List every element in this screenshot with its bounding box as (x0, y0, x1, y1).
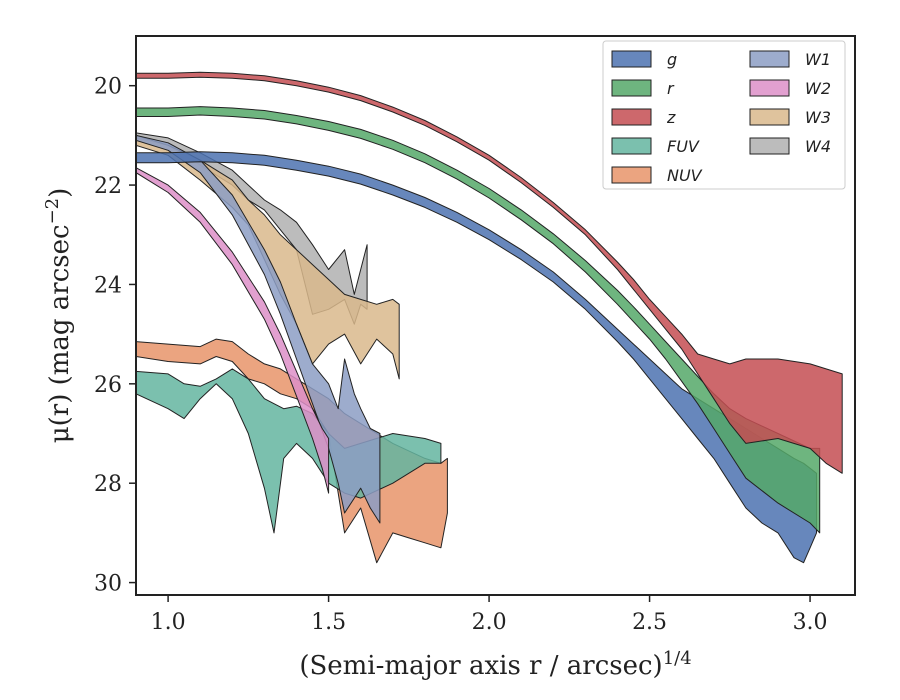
y-tick-label: 28 (94, 472, 122, 497)
band-w2 (136, 167, 330, 494)
y-tick-label: 30 (94, 572, 122, 597)
legend-item-w3: W3 (749, 108, 831, 127)
y-tick-label: 20 (94, 75, 122, 100)
band-z (136, 71, 843, 474)
legend-label: r (667, 79, 675, 98)
legend-item-w1: W1 (749, 50, 831, 69)
plot-frame (135, 35, 856, 596)
legend-swatch (749, 137, 790, 155)
axis-ticks: 1.0 1.5 2.0 2.5 3.0 20 22 24 26 28 30 (94, 75, 828, 635)
legend-item-nuv: NUV (611, 166, 703, 185)
legend-label: z (666, 108, 676, 127)
x-axis-label: (Semi-major axis r / arcsec)1/4 (299, 648, 691, 681)
legend-label: NUV (667, 166, 703, 185)
legend-swatch (611, 166, 652, 184)
legend-item-w2: W2 (749, 79, 831, 98)
legend: grz FUV NUV W1 W2 W3 W4 (602, 40, 846, 190)
legend-item-g: g (611, 50, 677, 69)
legend-item-fuv: FUV (611, 137, 700, 156)
y-axis-label: μ(r) (mag arcsec−2) (42, 188, 75, 444)
legend-swatch (611, 50, 652, 68)
y-tick-label: 22 (94, 174, 122, 199)
x-tick-label: 2.0 (472, 610, 507, 635)
series-bands (136, 71, 843, 564)
legend-label: g (667, 50, 677, 69)
legend-swatch (611, 108, 652, 126)
legend-swatch (749, 108, 790, 126)
legend-label: W1 (805, 50, 831, 69)
band-r (136, 106, 821, 534)
x-tick-label: 2.5 (632, 610, 667, 635)
band-w1 (136, 134, 381, 524)
legend-item-w4: W4 (749, 137, 831, 156)
y-tick-label: 24 (94, 273, 122, 298)
legend-swatch (749, 50, 790, 68)
legend-item-z: z (611, 108, 676, 127)
legend-swatch (611, 79, 652, 97)
legend-label: W3 (805, 108, 831, 127)
legend-label: FUV (667, 137, 700, 156)
legend-swatch (611, 137, 652, 155)
legend-swatch (749, 79, 790, 97)
x-tick-label: 3.0 (793, 610, 828, 635)
x-tick-label: 1.0 (151, 610, 186, 635)
band-g (136, 151, 817, 564)
legend-label: W2 (805, 79, 831, 98)
legend-label: W4 (805, 137, 831, 156)
y-tick-label: 26 (94, 373, 122, 398)
x-tick-label: 1.5 (311, 610, 346, 635)
legend-item-r: r (611, 79, 675, 98)
